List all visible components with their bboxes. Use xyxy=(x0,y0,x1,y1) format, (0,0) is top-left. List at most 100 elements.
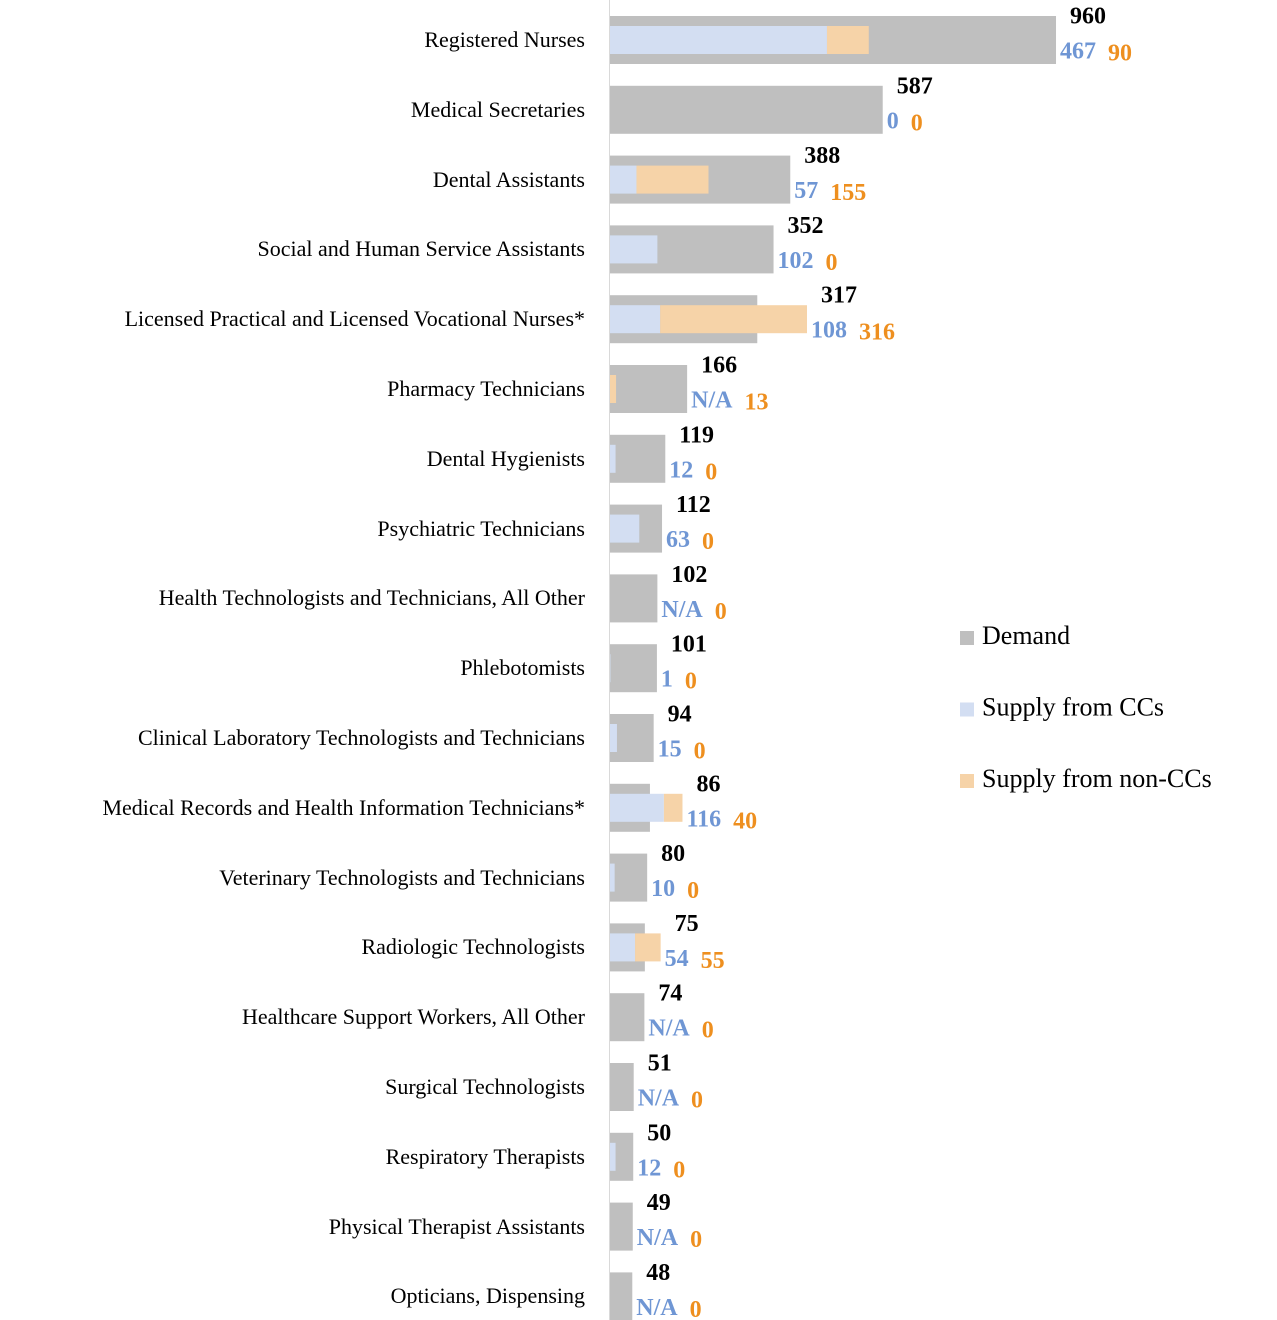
cc-supply-bar xyxy=(610,514,640,543)
category-label: Health Technologists and Technicians, Al… xyxy=(158,585,585,611)
category-label: Dental Assistants xyxy=(432,166,585,192)
legend-label: Supply from non-CCs xyxy=(982,764,1212,793)
demand-label: 74 xyxy=(658,981,682,1007)
category-label: Surgical Technologists xyxy=(385,1074,585,1099)
non-cc-label: 0 xyxy=(702,1018,714,1044)
demand-bar xyxy=(610,644,657,693)
demand-bar xyxy=(610,574,658,623)
cc-label: 1 xyxy=(661,667,673,693)
non-cc-supply-bar xyxy=(610,375,617,403)
category-label: Physical Therapist Assistants xyxy=(328,1213,585,1239)
non-cc-label: 0 xyxy=(705,459,717,485)
demand-bar xyxy=(610,434,666,483)
non-cc-label: 0 xyxy=(685,669,697,695)
cc-supply-bar xyxy=(610,793,664,822)
category-label: Opticians, Dispensing xyxy=(390,1283,585,1309)
demand-label: 94 xyxy=(668,702,692,728)
demand-bar xyxy=(610,1132,634,1181)
demand-label: 587 xyxy=(897,73,933,99)
non-cc-supply-bar xyxy=(660,305,807,334)
non-cc-label: 155 xyxy=(830,180,866,206)
category-label: Veterinary Technologists and Technicians xyxy=(219,864,585,890)
non-cc-label: 0 xyxy=(826,250,838,276)
category-label: Registered Nurses xyxy=(424,27,585,52)
cc-label: N/A xyxy=(648,1016,690,1042)
cc-label: 12 xyxy=(669,457,693,483)
demand-label: 50 xyxy=(647,1120,671,1146)
cc-label: 63 xyxy=(666,527,690,553)
legend-swatch xyxy=(960,702,974,717)
demand-bar xyxy=(610,1202,633,1251)
cc-label: 116 xyxy=(686,806,721,832)
non-cc-label: 55 xyxy=(701,948,725,974)
cc-supply-bar xyxy=(610,444,616,473)
non-cc-label: 0 xyxy=(694,739,706,765)
demand-label: 388 xyxy=(804,143,840,169)
category-label: Radiologic Technologists xyxy=(361,934,585,960)
cc-label: N/A xyxy=(636,1295,678,1320)
non-cc-label: 0 xyxy=(702,529,714,555)
non-cc-supply-bar xyxy=(636,165,709,194)
cc-supply-bar xyxy=(610,724,617,752)
category-label: Healthcare Support Workers, All Other xyxy=(241,1004,585,1030)
demand-bar xyxy=(610,853,648,902)
non-cc-label: 0 xyxy=(687,878,699,904)
non-cc-label: 13 xyxy=(744,390,768,416)
non-cc-label: 0 xyxy=(673,1157,685,1183)
cc-supply-bar xyxy=(610,305,661,334)
cc-label: 108 xyxy=(811,318,847,344)
demand-label: 112 xyxy=(676,492,711,518)
demand-label: 51 xyxy=(648,1051,672,1077)
cc-label: 102 xyxy=(778,248,814,274)
demand-bar xyxy=(610,993,645,1042)
legend-label: Supply from CCs xyxy=(982,692,1164,721)
non-cc-label: 316 xyxy=(859,320,895,346)
non-cc-label: 0 xyxy=(691,1088,703,1114)
demand-bar xyxy=(610,1272,633,1320)
non-cc-supply-bar xyxy=(635,933,661,962)
demand-label: 75 xyxy=(675,911,699,937)
category-label: Dental Hygienists xyxy=(426,445,585,471)
demand-label: 48 xyxy=(646,1260,670,1286)
cc-supply-bar xyxy=(610,1142,616,1171)
legend-label: Demand xyxy=(982,621,1070,650)
cc-label: 15 xyxy=(658,737,682,763)
demand-bar xyxy=(610,85,883,134)
non-cc-label: 90 xyxy=(1108,41,1132,67)
category-label: Social and Human Service Assistants xyxy=(257,236,585,262)
demand-label: 960 xyxy=(1070,4,1106,30)
cc-label: 467 xyxy=(1060,39,1096,65)
non-cc-supply-bar xyxy=(826,26,869,54)
category-label: Medical Records and Health Information T… xyxy=(102,794,585,820)
cc-label: 54 xyxy=(665,946,689,972)
demand-label: 86 xyxy=(696,771,720,797)
demand-label: 317 xyxy=(821,283,857,309)
category-label: Respiratory Therapists xyxy=(385,1143,585,1169)
category-label: Pharmacy Technicians xyxy=(387,376,585,401)
cc-label: 10 xyxy=(651,876,675,902)
cc-label: N/A xyxy=(638,1086,680,1112)
cc-supply-bar xyxy=(610,933,636,962)
non-cc-label: 40 xyxy=(733,808,757,834)
non-cc-label: 0 xyxy=(690,1227,702,1253)
non-cc-label: 0 xyxy=(911,110,923,136)
legend-swatch xyxy=(960,774,974,788)
cc-supply-bar xyxy=(610,235,658,264)
cc-label: N/A xyxy=(691,388,733,414)
category-label: Phlebotomists xyxy=(460,655,585,681)
demand-label: 102 xyxy=(671,562,707,588)
category-label: Clinical Laboratory Technologists and Te… xyxy=(138,725,585,750)
cc-label: 12 xyxy=(637,1155,661,1181)
cc-label: N/A xyxy=(637,1225,679,1251)
demand-label: 101 xyxy=(671,632,707,658)
demand-label: 49 xyxy=(647,1190,671,1216)
non-cc-label: 0 xyxy=(690,1297,702,1320)
cc-supply-bar xyxy=(610,863,615,892)
category-label: Licensed Practical and Licensed Vocation… xyxy=(124,306,585,332)
legend-swatch xyxy=(960,631,974,645)
cc-label: 0 xyxy=(887,108,899,134)
demand-bar xyxy=(610,714,654,762)
demand-bar xyxy=(610,1063,634,1111)
